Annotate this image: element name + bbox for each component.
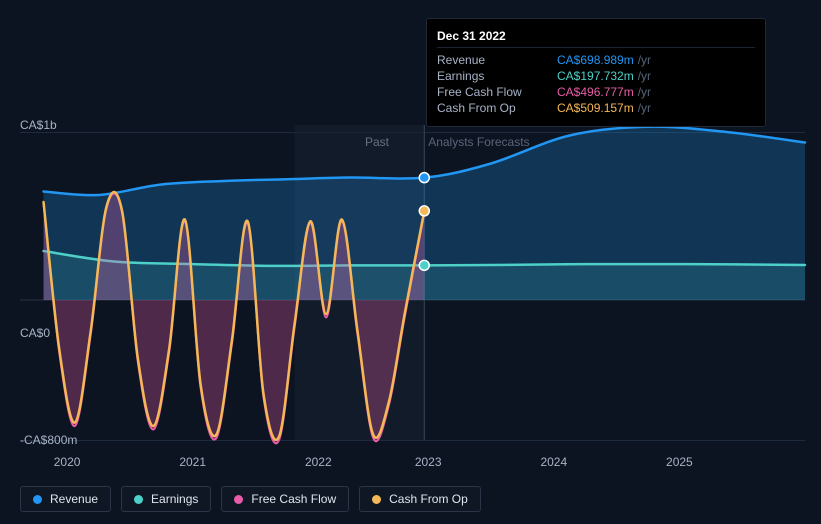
legend-item-revenue[interactable]: Revenue — [20, 486, 111, 512]
chart-svg — [20, 125, 805, 440]
tooltip-row-unit: /yr — [638, 101, 651, 115]
x-axis: 2020 2021 2022 2023 2024 2025 — [20, 455, 805, 479]
tooltip-row-label: Earnings — [437, 69, 557, 83]
hover-tooltip: Dec 31 2022 RevenueCA$698.989m/yrEarning… — [426, 18, 766, 127]
tooltip-row-value: CA$509.157m — [557, 101, 634, 115]
legend: Revenue Earnings Free Cash Flow Cash From O… — [20, 486, 481, 512]
tooltip-row-value: CA$197.732m — [557, 69, 634, 83]
x-tick-label: 2021 — [179, 455, 206, 469]
tooltip-row-unit: /yr — [638, 53, 651, 67]
plot-area[interactable]: CA$1b CA$0 -CA$800m Past Analysts Foreca… — [20, 125, 805, 440]
x-tick-label: 2024 — [540, 455, 567, 469]
legend-item-free-cash-flow[interactable]: Free Cash Flow — [221, 486, 349, 512]
tooltip-row: Free Cash FlowCA$496.777m/yr — [437, 84, 755, 100]
legend-label: Free Cash Flow — [251, 492, 336, 506]
legend-dot-icon — [234, 495, 243, 504]
legend-label: Earnings — [151, 492, 198, 506]
x-tick-label: 2022 — [305, 455, 332, 469]
tooltip-row-label: Revenue — [437, 53, 557, 67]
legend-dot-icon — [372, 495, 381, 504]
legend-dot-icon — [33, 495, 42, 504]
tooltip-date: Dec 31 2022 — [437, 27, 755, 48]
tooltip-row-value: CA$698.989m — [557, 53, 634, 67]
x-tick-label: 2025 — [666, 455, 693, 469]
tooltip-row-label: Cash From Op — [437, 101, 557, 115]
tooltip-row-value: CA$496.777m — [557, 85, 634, 99]
legend-label: Cash From Op — [389, 492, 468, 506]
tooltip-row-label: Free Cash Flow — [437, 85, 557, 99]
x-tick-label: 2023 — [415, 455, 442, 469]
tooltip-row: EarningsCA$197.732m/yr — [437, 68, 755, 84]
legend-dot-icon — [134, 495, 143, 504]
legend-item-cash-from-op[interactable]: Cash From Op — [359, 486, 481, 512]
tooltip-row-unit: /yr — [638, 69, 651, 83]
legend-item-earnings[interactable]: Earnings — [121, 486, 211, 512]
gridline — [20, 440, 805, 441]
legend-label: Revenue — [50, 492, 98, 506]
x-tick-label: 2020 — [54, 455, 81, 469]
tooltip-row-unit: /yr — [638, 85, 651, 99]
tooltip-row: Cash From OpCA$509.157m/yr — [437, 100, 755, 116]
tooltip-row: RevenueCA$698.989m/yr — [437, 52, 755, 68]
